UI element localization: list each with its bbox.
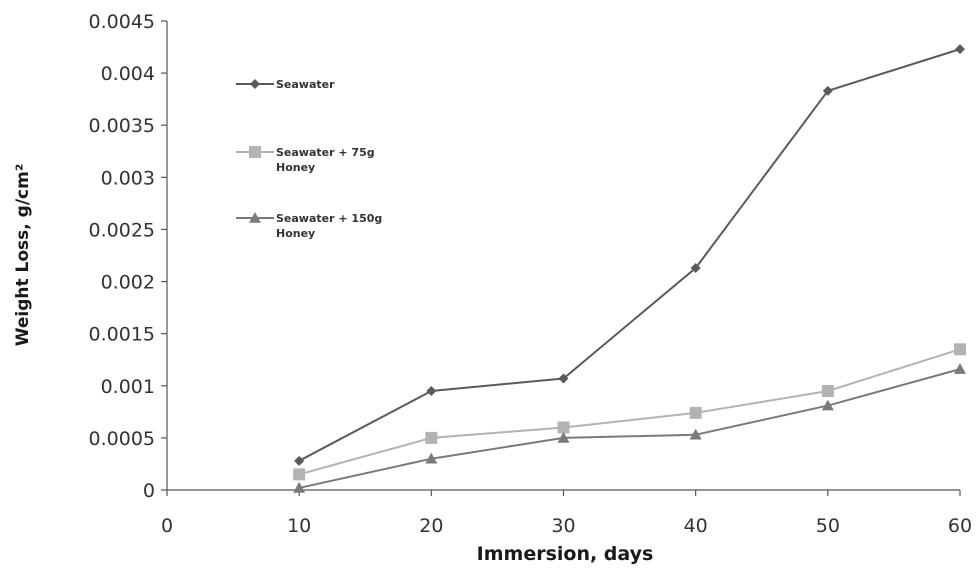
- y-tick-label: 0.0045: [89, 11, 155, 33]
- legend-item-2: Seawater + 75g Honey: [236, 146, 375, 174]
- legend-item-1: Seawater: [236, 78, 335, 91]
- legend-label: Honey: [276, 227, 315, 240]
- y-tick-label: 0.0035: [89, 115, 155, 137]
- x-tick-label: 30: [551, 515, 575, 537]
- legend-label: Honey: [276, 161, 315, 174]
- legend-marker: [249, 212, 261, 223]
- data-point: [821, 384, 834, 397]
- legend-label: Seawater: [276, 78, 335, 91]
- legend-marker: [250, 79, 260, 89]
- legend-item-3: Seawater + 150g Honey: [236, 212, 382, 240]
- legend-label: Seawater + 75g: [276, 146, 375, 159]
- y-axis-title: Weight Loss, g/cm²: [13, 164, 33, 347]
- y-tick-label: 0: [143, 480, 155, 502]
- x-tick-label: 10: [287, 515, 311, 537]
- data-point: [821, 399, 834, 411]
- y-tick-label: 0.001: [101, 376, 155, 398]
- data-point: [822, 85, 833, 96]
- x-tick-label: 20: [419, 515, 443, 537]
- y-tick-labels: 0 0.0005 0.001 0.0015 0.002 0.0025 0.003 0.0035…: [89, 11, 155, 502]
- data-point: [293, 468, 306, 481]
- x-tick-label: 40: [684, 515, 708, 537]
- y-tick-label: 0.0015: [89, 324, 155, 346]
- series-line: [298, 48, 961, 462]
- series-1: [294, 44, 965, 466]
- data-point: [293, 481, 306, 493]
- x-tick-labels: 0 10 20 30 40 50 60: [161, 515, 972, 537]
- data-point: [689, 428, 702, 440]
- data-point: [955, 44, 965, 55]
- y-tick-label: 0.004: [101, 63, 155, 85]
- data-point: [558, 373, 569, 384]
- series-3: [293, 363, 966, 493]
- data-point: [954, 343, 966, 356]
- y-tick-label: 0.002: [101, 272, 155, 294]
- x-tick-label: 0: [161, 515, 173, 537]
- series-group: [293, 44, 966, 493]
- series-line: [298, 368, 961, 489]
- data-point: [690, 263, 701, 274]
- y-tick-label: 0.0005: [89, 428, 155, 450]
- series-line: [298, 348, 961, 476]
- data-point: [294, 455, 305, 466]
- series-2: [293, 343, 966, 481]
- x-tick-label: 50: [816, 515, 840, 537]
- y-tick-label: 0.0025: [89, 219, 155, 241]
- data-point: [425, 431, 438, 444]
- data-point: [425, 452, 438, 464]
- data-point: [557, 431, 570, 443]
- data-point: [426, 385, 437, 396]
- legend-marker: [249, 146, 261, 158]
- data-point: [557, 421, 570, 434]
- data-point: [954, 363, 966, 374]
- y-tick-label: 0.003: [101, 167, 155, 189]
- legend-label: Seawater + 150g: [276, 212, 382, 225]
- x-axis-title: Immersion, days: [477, 543, 654, 565]
- data-point: [689, 406, 702, 419]
- x-tick-label: 60: [948, 515, 972, 537]
